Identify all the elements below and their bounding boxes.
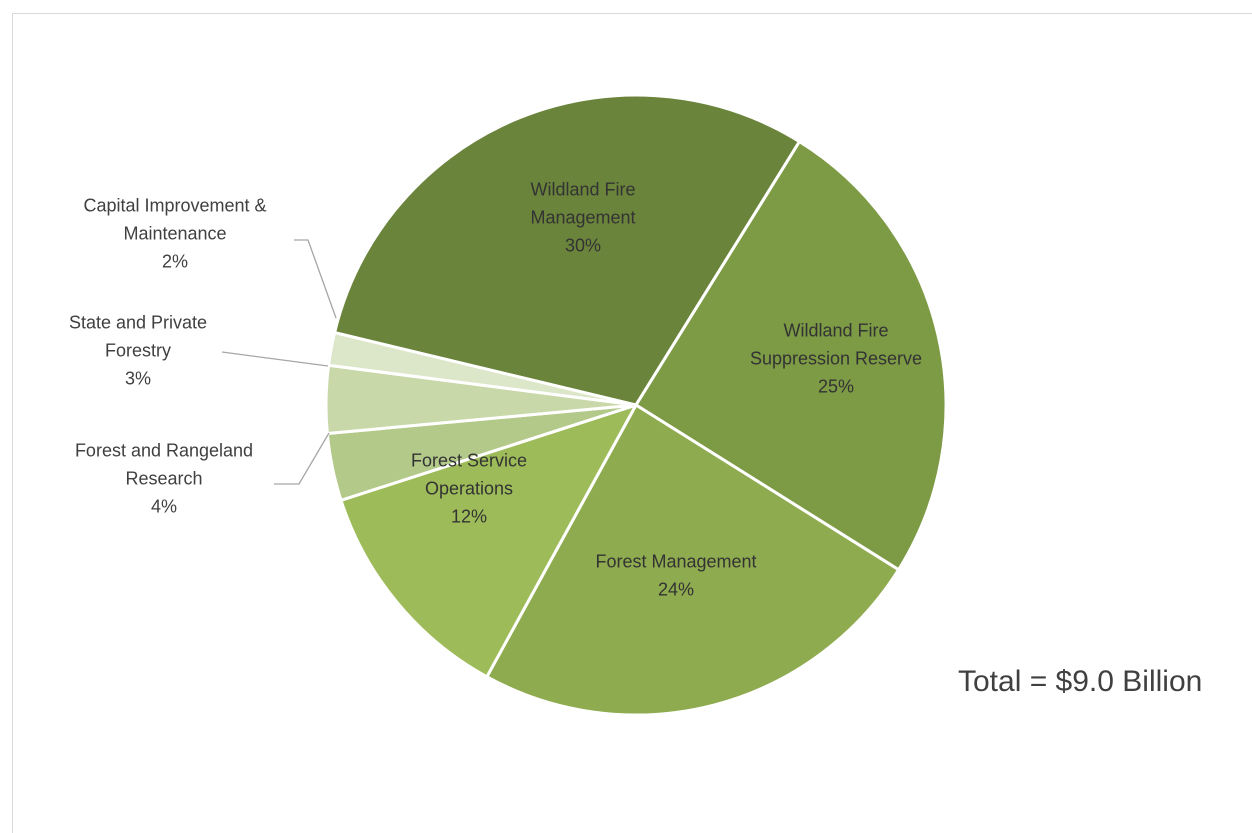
leader-line-5 [221,351,329,367]
slice-percent: 24% [658,579,694,599]
slice-label-1: Wildland Fire Suppression Reserve 25% [750,320,922,396]
slice-label-0: Wildland Fire Management 30% [530,179,635,255]
pie-slice-3 [339,403,638,679]
slice-percent: 12% [451,506,487,526]
slice-label-line: Forest and Rangeland [75,440,253,460]
slice-label-3: Forest Service Operations 12% [411,450,527,526]
leader-line-4 [274,432,330,485]
slice-percent: 30% [565,235,601,255]
slice-label-4: Forest and Rangeland Research 4% [75,440,253,516]
pie-chart: Wildland Fire Management 30% Wildland Fire S… [69,93,948,717]
slice-label-line: Capital Improvement & [83,195,266,215]
slice-label-line: Maintenance [123,223,226,243]
slice-percent: 25% [818,376,854,396]
slice-label-line: State and Private [69,312,207,332]
slice-labels: Wildland Fire Management 30% Wildland Fire S… [69,179,922,599]
slice-percent: 4% [151,496,177,516]
slice-label-line: Suppression Reserve [750,348,922,368]
slice-percent: 3% [125,368,151,388]
pie-slice-6 [327,331,638,407]
pie-slice-1 [634,140,948,572]
chart-frame [12,13,1252,833]
slice-label-line: Management [530,207,635,227]
leader-line-6 [294,239,337,319]
slice-label-line: Operations [425,478,513,498]
slice-label-line: Wildland Fire [530,179,635,199]
leader-lines [221,239,337,485]
slice-label-6: Capital Improvement & Maintenance 2% [83,195,266,271]
slice-label-2: Forest Management 24% [595,551,756,599]
slice-label-line: Forest Service [411,450,527,470]
pie-slices [324,93,948,717]
total-annotation: Total = $9.0 Billion [958,665,1203,698]
slice-label-5: State and Private Forestry 3% [69,312,207,388]
slice-label-line: Research [125,468,202,488]
slice-label-line: Forestry [105,340,171,360]
slice-label-line: Forest Management [595,551,756,571]
slice-percent: 2% [162,251,188,271]
pie-slice-2 [485,403,901,717]
slice-label-line: Wildland Fire [783,320,888,340]
